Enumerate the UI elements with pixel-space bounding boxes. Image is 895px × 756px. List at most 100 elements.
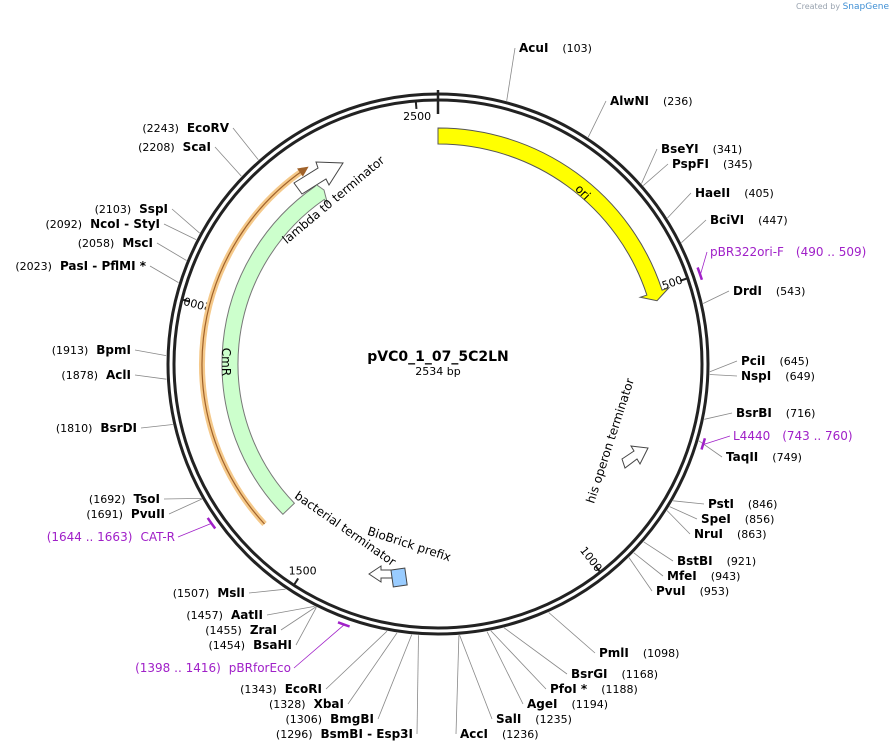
site-name: ZraI xyxy=(250,623,277,637)
site-position: (345) xyxy=(723,158,753,171)
site-bmgbi: BmgBI (1306) xyxy=(286,634,413,726)
site-leader-line xyxy=(377,634,413,720)
site-acci: AccI (1236) xyxy=(455,635,539,741)
site-name: NruI xyxy=(694,527,723,541)
primer-leader-line xyxy=(177,523,211,538)
site-name: SalI xyxy=(496,712,521,726)
site-name: AcuI xyxy=(519,41,548,55)
primer-range: (490 .. 509) xyxy=(796,245,866,259)
site-name: BsaHI xyxy=(253,638,292,652)
primer-pbr322ori-f: pBR322ori-F (490 .. 509) xyxy=(696,245,866,281)
site-name: PstI xyxy=(708,497,734,511)
primer-name: pBRforEco xyxy=(229,661,291,675)
site-leader-line xyxy=(163,498,202,500)
cmr-label: CmR xyxy=(219,348,233,376)
site-alwni: AlwNI (236) xyxy=(587,94,693,138)
site-acli: AclI (1878) xyxy=(61,368,167,382)
site-name: AclI xyxy=(106,368,131,382)
site-position: (543) xyxy=(776,285,806,298)
site-ecorv: EcoRV (2243) xyxy=(142,121,259,161)
tick-label: 1500 xyxy=(289,565,317,578)
biobrick-arrow xyxy=(368,565,393,583)
site-sali: SalI (1235) xyxy=(459,634,572,726)
site-leader-line xyxy=(709,374,738,377)
tick-label: 500 xyxy=(660,273,684,292)
site-msli: MslI (1507) xyxy=(173,586,286,600)
site-bsrbi: BsrBI (716) xyxy=(704,406,815,420)
site-name: PasI - PflMI * xyxy=(60,259,147,273)
his-terminator-label: his operon terminator xyxy=(583,376,637,505)
primer-cat-r: CAT-R (1644 .. 1663) xyxy=(47,517,217,544)
site-leader-line xyxy=(232,127,259,161)
biobrick-box xyxy=(390,567,408,588)
site-position: (1188) xyxy=(601,683,638,696)
site-position: (2103) xyxy=(95,203,132,216)
site-name: EcoRV xyxy=(187,121,230,135)
plasmid-length: 2534 bp xyxy=(415,365,460,378)
his-terminator-arrow xyxy=(621,445,649,469)
site-name: AatII xyxy=(231,608,263,622)
site-pfoi: PfoI * (1188) xyxy=(490,630,638,696)
site-bsrdi: BsrDI (1810) xyxy=(56,421,173,435)
site-tsoi: TsoI (1692) xyxy=(89,492,202,506)
site-leader-line xyxy=(459,634,493,720)
site-bsahi: BsaHI (1454) xyxy=(209,607,317,652)
site-leader-line xyxy=(587,100,607,138)
site-position: (1507) xyxy=(173,587,210,600)
site-position: (1913) xyxy=(52,344,89,357)
primer-range: (1644 .. 1663) xyxy=(47,530,133,544)
site-position: (447) xyxy=(758,214,788,227)
site-position: (1328) xyxy=(269,698,306,711)
site-leader-line xyxy=(248,588,286,594)
site-name: MscI xyxy=(122,236,153,250)
site-name: EcoRI xyxy=(285,682,322,696)
tick-mark xyxy=(414,99,418,109)
cmr-feature xyxy=(221,180,329,516)
site-leader-line xyxy=(134,349,167,356)
site-nrui: NruI (863) xyxy=(666,510,767,541)
site-leader-line xyxy=(347,632,398,705)
site-leader-line xyxy=(704,412,733,420)
primer-name: CAT-R xyxy=(140,530,175,544)
site-position: (2092) xyxy=(46,218,83,231)
site-position: (1098) xyxy=(643,647,680,660)
site-position: (1878) xyxy=(61,369,98,382)
site-name: SpeI xyxy=(701,512,731,526)
site-pcii: PciI (645) xyxy=(709,354,809,373)
site-name: BsrGI xyxy=(571,667,608,681)
tick-mark xyxy=(679,276,689,282)
primer-leader-line xyxy=(704,435,731,445)
site-leader-line xyxy=(416,635,419,735)
site-leader-line xyxy=(681,219,707,243)
site-leader-line xyxy=(643,541,674,562)
site-position: (856) xyxy=(745,513,775,526)
site-leader-line xyxy=(703,290,730,304)
site-name: PfoI * xyxy=(550,682,588,696)
primer-mark xyxy=(337,621,350,628)
site-name: HaeII xyxy=(695,186,730,200)
site-name: AgeI xyxy=(527,697,557,711)
site-leader-line xyxy=(641,148,658,184)
site-name: BsmBI - Esp3I xyxy=(321,727,413,741)
site-position: (1194) xyxy=(572,698,609,711)
site-position: (1306) xyxy=(286,713,323,726)
site-aatii: AatII (1457) xyxy=(186,606,315,622)
site-position: (863) xyxy=(737,528,767,541)
site-position: (1457) xyxy=(186,609,223,622)
site-leader-line xyxy=(455,635,460,735)
primer-range: (743 .. 760) xyxy=(782,429,852,443)
primer-l4440: L4440 (743 .. 760) xyxy=(700,429,853,450)
site-name: MslI xyxy=(217,586,245,600)
site-position: (1810) xyxy=(56,422,93,435)
site-agei: AgeI (1194) xyxy=(486,631,609,711)
site-leader-line xyxy=(134,374,167,380)
site-leader-line xyxy=(171,208,200,234)
site-bseyi: BseYI (341) xyxy=(641,142,742,184)
site-leader-line xyxy=(643,163,669,186)
ori-feature xyxy=(437,127,671,302)
site-haeii: HaeII (405) xyxy=(667,186,774,219)
site-position: (716) xyxy=(786,407,816,420)
site-name: BseYI xyxy=(661,142,699,156)
primer-leader-line xyxy=(293,625,344,669)
site-pvui: PvuI (953) xyxy=(628,557,729,598)
